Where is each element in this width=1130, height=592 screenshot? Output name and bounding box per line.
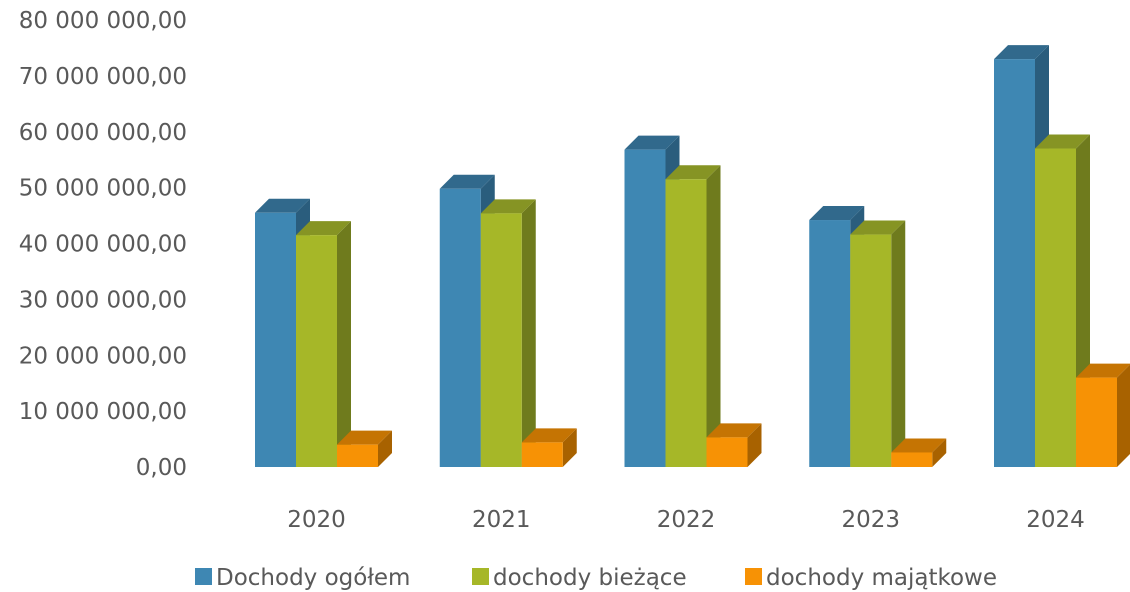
y-tick-label: 30 000 000,00 — [19, 287, 187, 313]
bar-top — [624, 135, 680, 150]
bar-top — [255, 198, 310, 213]
x-tick-label: 2022 — [657, 507, 716, 533]
bar-front — [521, 442, 563, 467]
bar-side — [891, 220, 906, 467]
bar-side — [378, 430, 392, 467]
bar-front — [439, 188, 481, 467]
bars — [255, 45, 1130, 468]
bar-front — [1035, 148, 1076, 467]
legend-swatch — [195, 568, 212, 585]
bar-side — [706, 165, 721, 467]
y-tick-label: 10 000 000,00 — [19, 399, 187, 425]
bar-front — [337, 444, 378, 467]
bar-top — [994, 45, 1049, 60]
bar-front — [255, 212, 296, 467]
legend-item: dochody bieżące — [472, 565, 687, 591]
bar-front — [809, 220, 851, 467]
bar-side — [521, 199, 536, 467]
y-tick-label: 80 000 000,00 — [19, 8, 187, 34]
bar-side — [932, 438, 947, 467]
bar-front — [480, 213, 522, 467]
bar — [706, 423, 762, 467]
legend-label: Dochody ogółem — [216, 565, 410, 591]
bar — [1076, 363, 1130, 467]
legend-item: Dochody ogółem — [195, 565, 410, 591]
bar-top — [480, 199, 536, 214]
bar-front — [624, 149, 666, 467]
y-tick-label: 60 000 000,00 — [19, 120, 187, 146]
x-tick-label: 2021 — [472, 507, 531, 533]
bar — [891, 438, 947, 467]
bar-front — [706, 437, 748, 467]
bar — [1035, 134, 1090, 467]
bar-top — [296, 221, 351, 236]
bar-front — [296, 235, 337, 467]
bar-side — [1117, 364, 1130, 467]
y-tick-label: 40 000 000,00 — [19, 232, 187, 258]
bar — [480, 199, 536, 467]
bar-front — [1076, 377, 1117, 467]
bar-top — [665, 165, 721, 180]
legend-label: dochody bieżące — [493, 565, 687, 591]
bar-top — [850, 220, 906, 235]
legend-swatch — [745, 568, 762, 585]
bar-top — [439, 174, 495, 189]
bar-side — [337, 221, 351, 467]
bar-top — [809, 206, 865, 221]
y-tick-label: 20 000 000,00 — [19, 343, 187, 369]
legend-swatch — [472, 568, 489, 585]
bar-side — [562, 428, 577, 467]
bar-front — [994, 59, 1035, 468]
x-axis: 2020 2021 2022 2023 2024 — [287, 507, 1085, 533]
y-tick-label: 0,00 — [136, 455, 187, 481]
bar-top — [706, 423, 762, 438]
legend-label: dochody majątkowe — [766, 565, 997, 591]
bar-front — [891, 452, 933, 467]
x-tick-label: 2024 — [1026, 507, 1085, 533]
y-axis: 0,00 10 000 000,00 20 000 000,00 30 000 000… — [19, 8, 187, 481]
legend-item: dochody majątkowe — [745, 565, 997, 591]
bar — [850, 220, 906, 467]
bar — [521, 428, 577, 467]
bar-side — [747, 423, 762, 467]
legend: Dochody ogółem dochody bieżące dochody maj… — [195, 565, 997, 591]
y-tick-label: 50 000 000,00 — [19, 176, 187, 202]
bar-front — [850, 234, 892, 467]
bar-top — [891, 438, 947, 453]
y-tick-label: 70 000 000,00 — [19, 64, 187, 90]
bar-top — [1035, 134, 1090, 149]
bar-top — [1076, 363, 1130, 378]
bar — [665, 165, 721, 467]
bar — [296, 221, 351, 467]
bar-top — [337, 430, 392, 445]
bar — [337, 430, 392, 467]
x-tick-label: 2020 — [287, 507, 346, 533]
x-tick-label: 2023 — [841, 507, 900, 533]
bar-front — [665, 179, 707, 467]
bar-top — [521, 428, 577, 443]
